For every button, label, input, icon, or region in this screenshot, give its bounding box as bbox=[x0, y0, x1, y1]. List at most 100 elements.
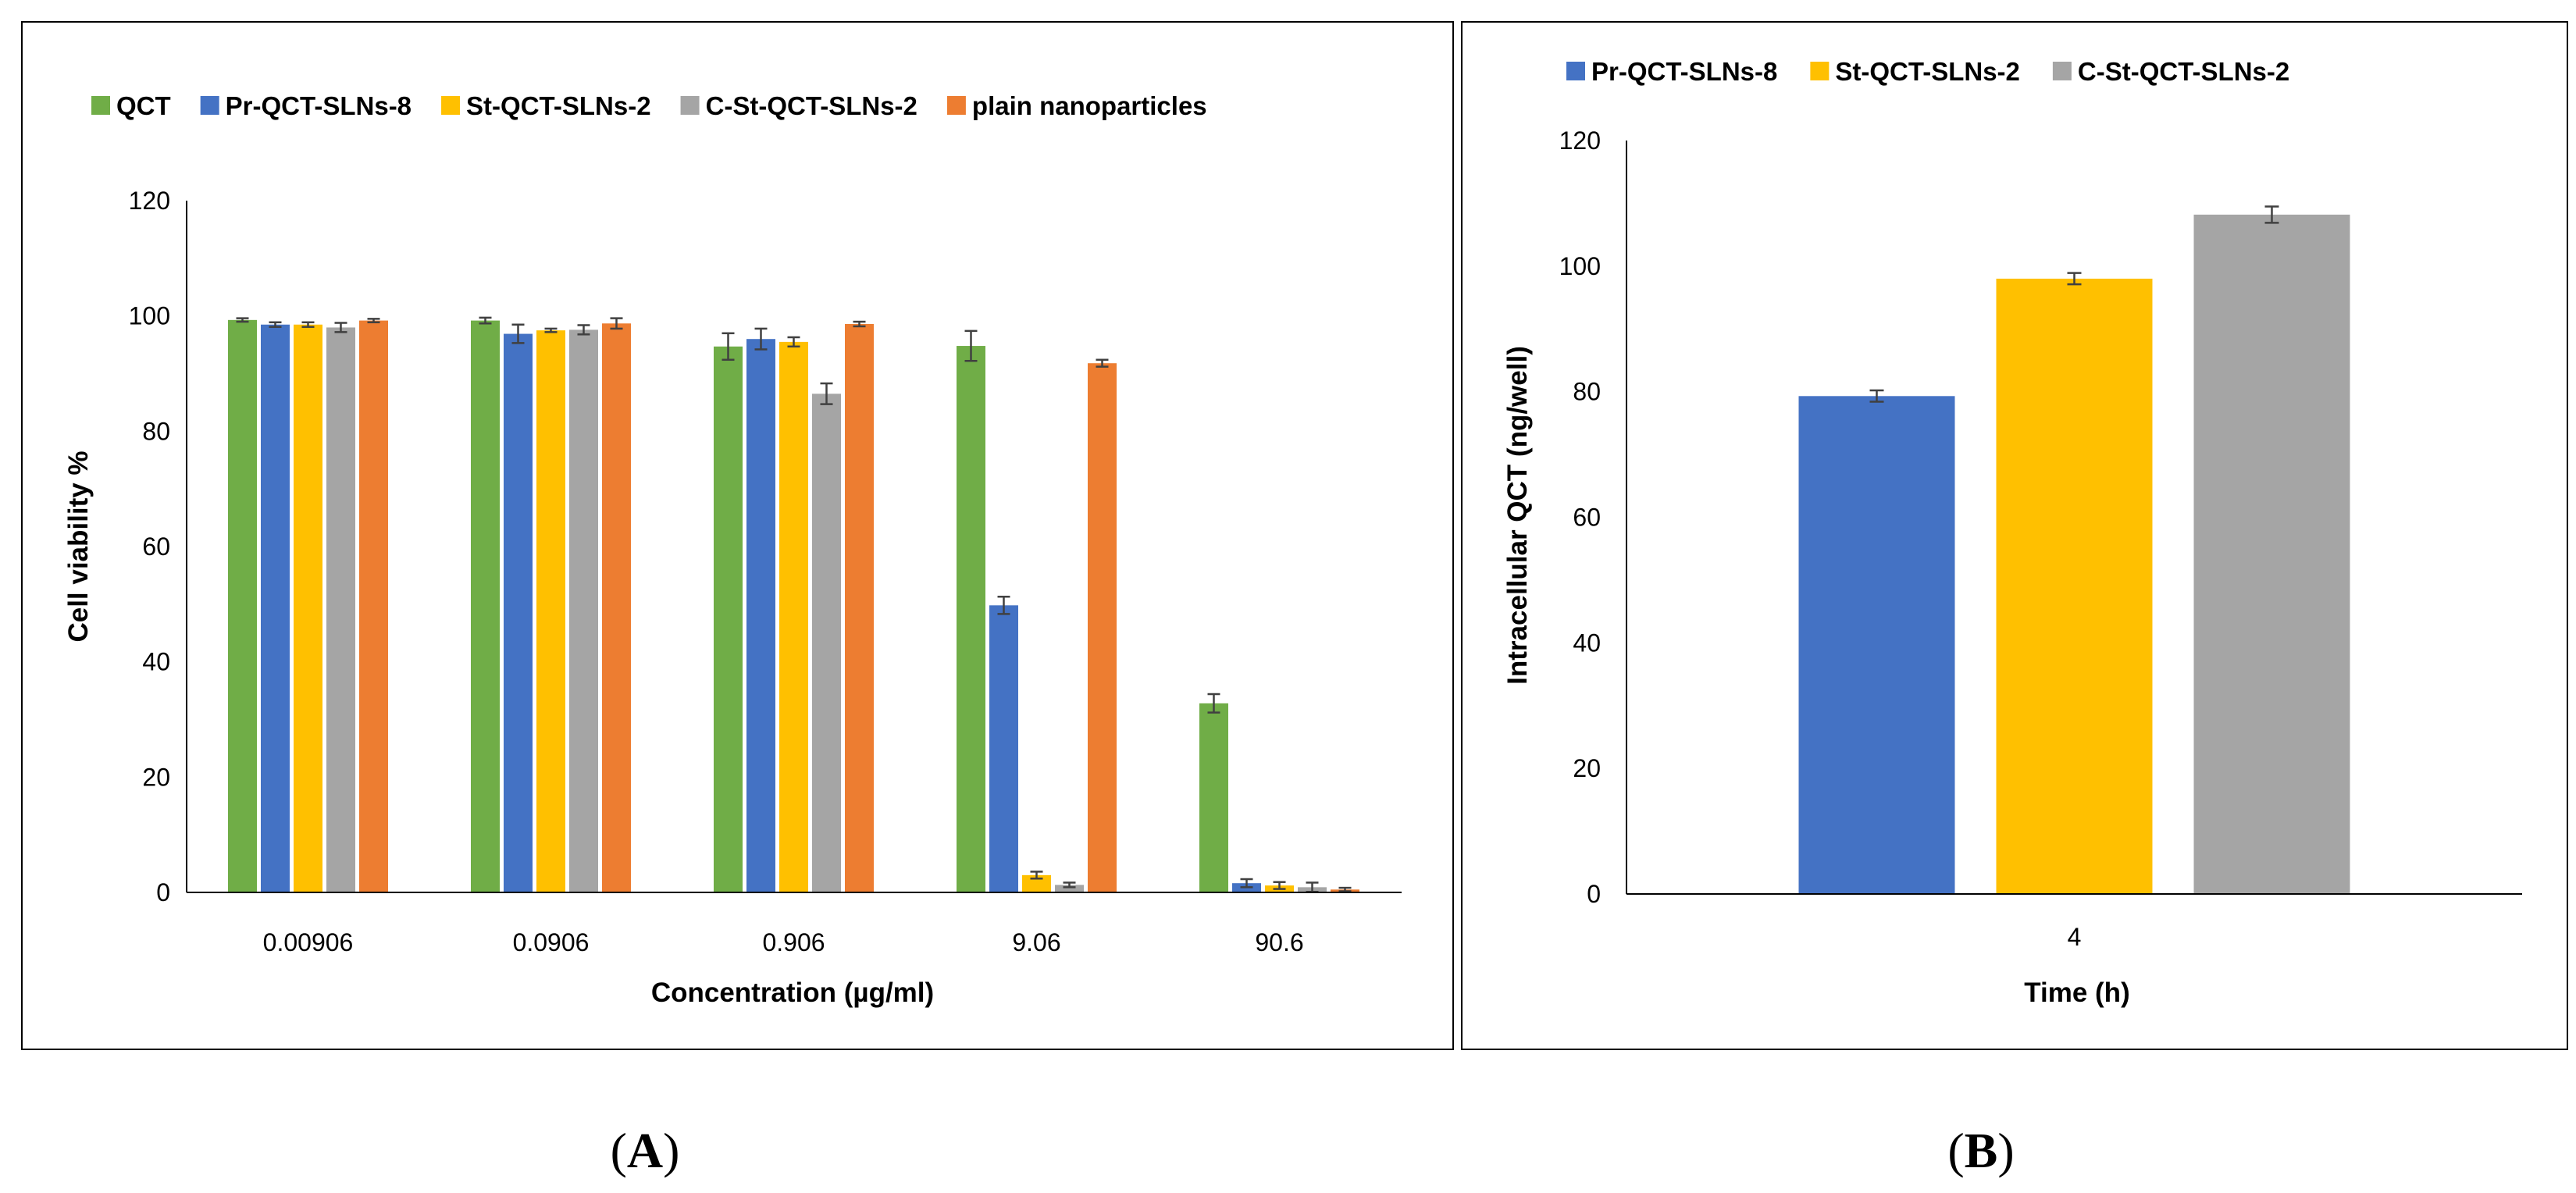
y-tick-label: 0 bbox=[156, 878, 170, 906]
panel-b-error-bars bbox=[1869, 205, 2279, 403]
legend-label: St-QCT-SLNs-2 bbox=[1835, 57, 2020, 86]
panel-a-caption-letter: A bbox=[627, 1123, 663, 1178]
error-bar-c-st-qct-slns-2-0-906 bbox=[820, 382, 833, 405]
panel-b-caption-letter: B bbox=[1965, 1123, 1998, 1178]
legend-item-c-st-qct-slns-2: C-St-QCT-SLNs-2 bbox=[680, 91, 917, 120]
panel-a-y-axis-label: Cell viability % bbox=[63, 450, 94, 642]
legend-swatch bbox=[2052, 62, 2072, 80]
error-bar-c-st-qct-slns-2-0-0906 bbox=[577, 324, 590, 336]
y-tick-label: 60 bbox=[142, 532, 170, 561]
legend-item-plain-nanoparticles: plain nanoparticles bbox=[946, 91, 1207, 120]
y-tick-label: 20 bbox=[142, 763, 170, 791]
panel-b-caption: (B) bbox=[1947, 1123, 2014, 1178]
legend-swatch bbox=[200, 96, 219, 115]
error-bar-qct-0-906 bbox=[721, 332, 735, 361]
bar-st-qct-slns-2-4 bbox=[1996, 278, 2153, 895]
error-bar-pr-qct-slns-8-9-06 bbox=[997, 595, 1010, 615]
error-bar-c-st-qct-slns-2-4 bbox=[2264, 205, 2279, 224]
error-bar-st-qct-slns-2-4 bbox=[2067, 272, 2082, 286]
panel-b: Pr-QCT-SLNs-8 St-QCT-SLNs-2 C-St-QCT-SLNs-… bbox=[1461, 21, 2568, 1050]
legend-label: Pr-QCT-SLNs-8 bbox=[226, 91, 412, 120]
y-tick-label: 60 bbox=[1573, 504, 1601, 532]
bar-st-qct-slns-2-9-06 bbox=[1022, 874, 1051, 892]
bar-qct-9-06 bbox=[957, 346, 985, 892]
panel-a-x-ticks: 0.00906 0.0906 0.906 9.06 90.6 bbox=[263, 928, 1304, 956]
legend-swatch bbox=[1566, 62, 1585, 80]
error-bar-pr-qct-slns-8-0-906 bbox=[754, 327, 768, 351]
bar-st-qct-slns-2-0-00906 bbox=[294, 324, 322, 892]
legend-label: QCT bbox=[116, 91, 171, 120]
x-tick-label: 9.06 bbox=[1012, 928, 1060, 956]
legend-item-st-qct-slns-2: St-QCT-SLNs-2 bbox=[441, 91, 651, 120]
panel-a-error-bars bbox=[236, 316, 1352, 893]
legend-label: plain nanoparticles bbox=[972, 91, 1207, 120]
panel-b-legend: Pr-QCT-SLNs-8 St-QCT-SLNs-2 C-St-QCT-SLNs-… bbox=[1566, 57, 2289, 86]
error-bar-st-qct-slns-2-0-00906 bbox=[301, 321, 315, 328]
bar-st-qct-slns-2-0-0906 bbox=[536, 330, 565, 892]
x-tick-label: 0.0906 bbox=[513, 928, 590, 956]
bar-pr-qct-slns-8-0-00906 bbox=[261, 324, 290, 892]
panel-b-x-axis-label: Time (h) bbox=[2024, 978, 2129, 1008]
y-tick-label: 40 bbox=[1573, 629, 1601, 657]
error-bar-qct-0-00906 bbox=[236, 317, 249, 323]
error-bar-qct-9-06 bbox=[964, 329, 978, 362]
bar-c-st-qct-slns-2-0-906 bbox=[812, 394, 841, 892]
error-bar-plain-nanoparticles-90-6 bbox=[1338, 886, 1352, 892]
panel-a-caption: (A) bbox=[611, 1123, 680, 1178]
error-bar-st-qct-slns-2-9-06 bbox=[1030, 871, 1043, 880]
legend-swatch bbox=[680, 96, 700, 115]
error-bar-qct-0-0906 bbox=[479, 316, 492, 325]
bar-c-st-qct-slns-2-0-0906 bbox=[569, 329, 598, 892]
y-tick-label: 120 bbox=[129, 187, 170, 215]
panel-a-x-axis-label: Concentration (µg/ml) bbox=[651, 978, 934, 1008]
bar-st-qct-slns-2-0-906 bbox=[779, 341, 808, 892]
error-bar-qct-90-6 bbox=[1207, 693, 1220, 714]
bar-qct-0-0906 bbox=[471, 320, 500, 892]
error-bar-c-st-qct-slns-2-9-06 bbox=[1063, 881, 1076, 889]
bar-c-st-qct-slns-2-9-06 bbox=[1055, 885, 1084, 892]
bar-qct-90-6 bbox=[1199, 703, 1228, 892]
bar-qct-0-906 bbox=[714, 346, 743, 892]
error-bar-plain-nanoparticles-9-06 bbox=[1096, 358, 1109, 368]
error-bar-st-qct-slns-2-0-906 bbox=[787, 336, 800, 348]
legend-item-st-qct-slns-2: St-QCT-SLNs-2 bbox=[1810, 57, 2020, 86]
error-bar-pr-qct-slns-8-0-0906 bbox=[511, 323, 525, 344]
y-tick-label: 0 bbox=[1587, 880, 1601, 908]
y-tick-label: 120 bbox=[1559, 126, 1601, 155]
x-tick-label: 0.906 bbox=[762, 928, 825, 956]
bar-pr-qct-slns-8-9-06 bbox=[989, 605, 1018, 892]
y-tick-label: 40 bbox=[142, 648, 170, 676]
error-bar-pr-qct-slns-8-4 bbox=[1869, 389, 1884, 403]
legend-swatch bbox=[91, 96, 110, 115]
panel-b-y-ticks: 0 20 40 60 80 100 120 bbox=[1559, 126, 1601, 908]
legend-swatch bbox=[946, 96, 966, 115]
y-tick-label: 100 bbox=[129, 302, 170, 330]
bar-plain-nanoparticles-0-0906 bbox=[602, 323, 631, 892]
legend-item-pr-qct-slns-8: Pr-QCT-SLNs-8 bbox=[200, 91, 412, 120]
error-bar-c-st-qct-slns-2-0-00906 bbox=[334, 322, 347, 333]
bar-c-st-qct-slns-2-0-00906 bbox=[326, 327, 355, 892]
bar-plain-nanoparticles-9-06 bbox=[1088, 363, 1117, 893]
x-tick-label: 0.00906 bbox=[263, 928, 354, 956]
bar-qct-0-00906 bbox=[228, 319, 257, 893]
legend-label: C-St-QCT-SLNs-2 bbox=[2078, 57, 2289, 86]
bar-pr-qct-slns-8-4 bbox=[1798, 396, 1955, 894]
y-tick-label: 100 bbox=[1559, 252, 1601, 280]
bar-pr-qct-slns-8-0-0906 bbox=[504, 333, 533, 892]
y-tick-label: 80 bbox=[142, 417, 170, 445]
legend-label: St-QCT-SLNs-2 bbox=[466, 91, 651, 120]
y-tick-label: 80 bbox=[1573, 378, 1601, 406]
panel-a-legend: QCT Pr-QCT-SLNs-8 St-QCT-SLNs-2 C-St-QCT-SL… bbox=[91, 91, 1207, 120]
y-tick-label: 20 bbox=[1573, 754, 1601, 782]
panel-a-y-ticks: 0 20 40 60 80 100 120 bbox=[129, 187, 170, 906]
x-tick-label: 90.6 bbox=[1255, 928, 1303, 956]
error-bar-st-qct-slns-2-0-0906 bbox=[544, 327, 558, 333]
bar-pr-qct-slns-8-0-906 bbox=[746, 339, 775, 892]
panel-b-x-ticks: 4 bbox=[2068, 923, 2082, 951]
error-bar-st-qct-slns-2-90-6 bbox=[1273, 881, 1286, 890]
legend-item-pr-qct-slns-8: Pr-QCT-SLNs-8 bbox=[1566, 57, 1777, 86]
legend-item-c-st-qct-slns-2: C-St-QCT-SLNs-2 bbox=[2052, 57, 2289, 86]
bar-plain-nanoparticles-0-906 bbox=[845, 324, 874, 893]
error-bar-pr-qct-slns-8-90-6 bbox=[1240, 878, 1253, 889]
